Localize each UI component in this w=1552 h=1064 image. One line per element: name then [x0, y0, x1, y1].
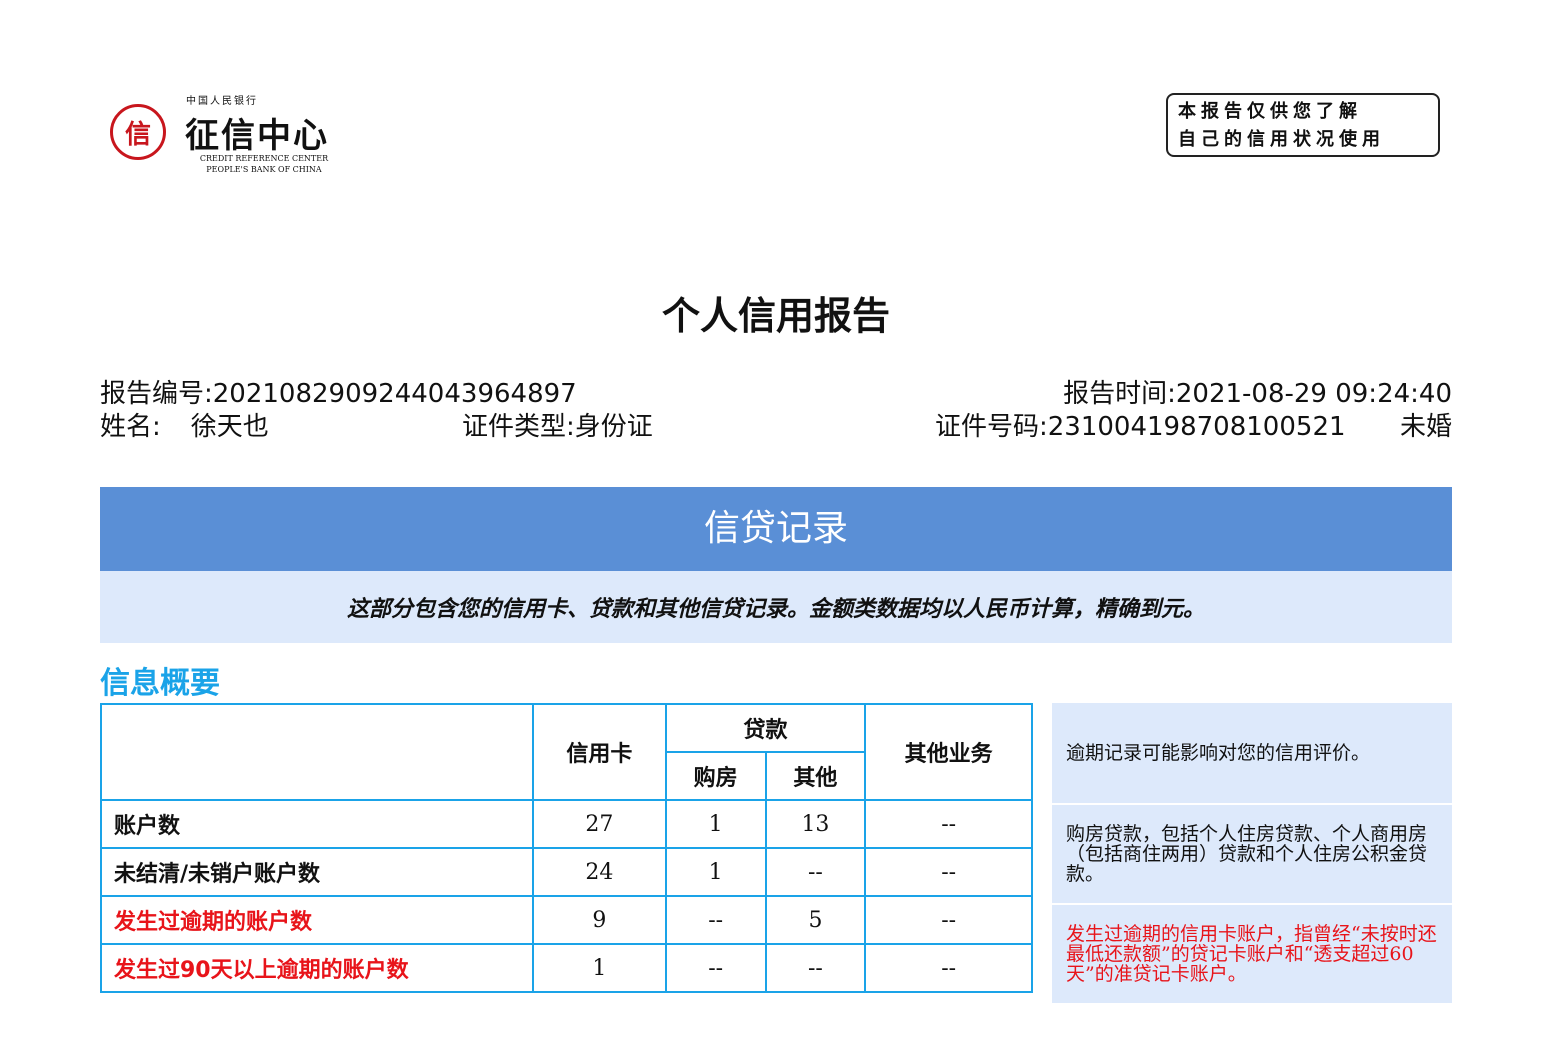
- table-row: 发生过90天以上逾期的账户数 1 -- -- --: [100, 943, 1033, 993]
- note-text: 发生过逾期的信用卡账户，指曾经“未按时还最低还款额”的贷记卡账户和“透支超过60…: [1066, 923, 1437, 985]
- header-credit-card: 信用卡: [532, 703, 667, 801]
- cell: 1: [664, 847, 767, 897]
- logo-en-line1: CREDIT REFERENCE CENTER: [199, 154, 329, 163]
- cell: --: [664, 943, 767, 993]
- cell: 1: [664, 799, 767, 849]
- row-label: 发生过逾期的账户数: [100, 895, 534, 945]
- table-row: 未结清/未销户账户数 24 1 -- --: [100, 847, 1033, 897]
- section-description: 这部分包含您的信用卡、贷款和其他信贷记录。金额类数据均以人民币计算，精确到元。: [100, 571, 1452, 643]
- corner-cell: [100, 703, 534, 801]
- row-label: 账户数: [100, 799, 534, 849]
- id-no: 证件号码:231004198708100521: [935, 406, 1346, 443]
- report-no-label: 报告编号:: [100, 379, 213, 409]
- usage-stamp: 本报告仅供您了解自己的信用状况使用: [1166, 93, 1440, 157]
- marital-status: 未婚: [1399, 412, 1452, 442]
- section-band: 信贷记录: [100, 487, 1452, 571]
- logo-name: 征信中心: [185, 116, 329, 156]
- report-no: 报告编号:2021082909244043964897: [100, 373, 577, 410]
- row-label: 未结清/未销户账户数: [100, 847, 534, 897]
- stamp-line1: 本报告仅供您了解: [1178, 101, 1362, 122]
- note-overdue-card: 发生过逾期的信用卡账户，指曾经“未按时还最低还款额”的贷记卡账户和“透支超过60…: [1052, 905, 1452, 1003]
- stamp-line2: 自己的信用状况使用: [1178, 129, 1385, 150]
- cell: --: [764, 943, 867, 993]
- table-row: 发生过逾期的账户数 9 -- 5 --: [100, 895, 1033, 945]
- logo-top-text: 中国人民银行: [186, 96, 258, 107]
- row-label: 发生过90天以上逾期的账户数: [100, 943, 534, 993]
- note-text: 购房贷款，包括个人住房贷款、个人商用房（包括商住两用）贷款和个人住房公积金贷款。: [1066, 823, 1428, 885]
- name-label: 姓名:: [100, 412, 161, 442]
- cell: 27: [532, 799, 667, 849]
- header-other: 其他: [764, 751, 867, 801]
- id-type-value: 身份证: [574, 412, 653, 442]
- page-title: 个人信用报告: [661, 294, 890, 338]
- report-time: 报告时间:2021-08-29 09:24:40: [1063, 373, 1452, 410]
- logo-seal-icon: 信: [110, 104, 166, 160]
- report-time-value: 2021-08-29 09:24:40: [1175, 379, 1452, 409]
- cell: 13: [764, 799, 867, 849]
- report-no-value: 2021082909244043964897: [212, 379, 577, 409]
- cell: --: [864, 943, 1033, 993]
- logo-english: CREDIT REFERENCE CENTER PEOPLE'S BANK OF …: [186, 153, 342, 175]
- cell: --: [764, 847, 867, 897]
- id-no-value: 231004198708100521: [1047, 412, 1346, 442]
- table-row: 账户数 27 1 13 --: [100, 799, 1033, 849]
- summary-table: 信用卡 贷款 其他业务 购房 其他 账户数 27 1 13 -- 未结清/未销户账户数 24 1-…: [100, 703, 1033, 993]
- header-housing: 购房: [664, 751, 767, 801]
- header-loan: 贷款: [664, 703, 867, 753]
- section-subtitle: 信息概要: [100, 666, 220, 701]
- cell: --: [664, 895, 767, 945]
- cell: 24: [532, 847, 667, 897]
- id-no-label: 证件号码:: [935, 412, 1048, 442]
- cell: --: [864, 799, 1033, 849]
- cell: --: [864, 847, 1033, 897]
- logo-en-line2: PEOPLE'S BANK OF CHINA: [206, 165, 322, 174]
- note-overdue: 逾期记录可能影响对您的信用评价。: [1052, 703, 1452, 803]
- cell: 9: [532, 895, 667, 945]
- id-type-label: 证件类型:: [462, 412, 575, 442]
- name-value: 徐天也: [190, 412, 269, 442]
- cell: --: [864, 895, 1033, 945]
- note-text: 逾期记录可能影响对您的信用评价。: [1066, 742, 1371, 764]
- cell: 5: [764, 895, 867, 945]
- cell: 1: [532, 943, 667, 993]
- note-housing: 购房贷款，包括个人住房贷款、个人商用房（包括商住两用）贷款和个人住房公积金贷款。: [1052, 805, 1452, 903]
- id-type: 证件类型:身份证: [462, 406, 653, 443]
- name: 姓名: 徐天也: [100, 406, 269, 443]
- report-time-label: 报告时间:: [1063, 379, 1176, 409]
- header-other-business: 其他业务: [864, 703, 1033, 801]
